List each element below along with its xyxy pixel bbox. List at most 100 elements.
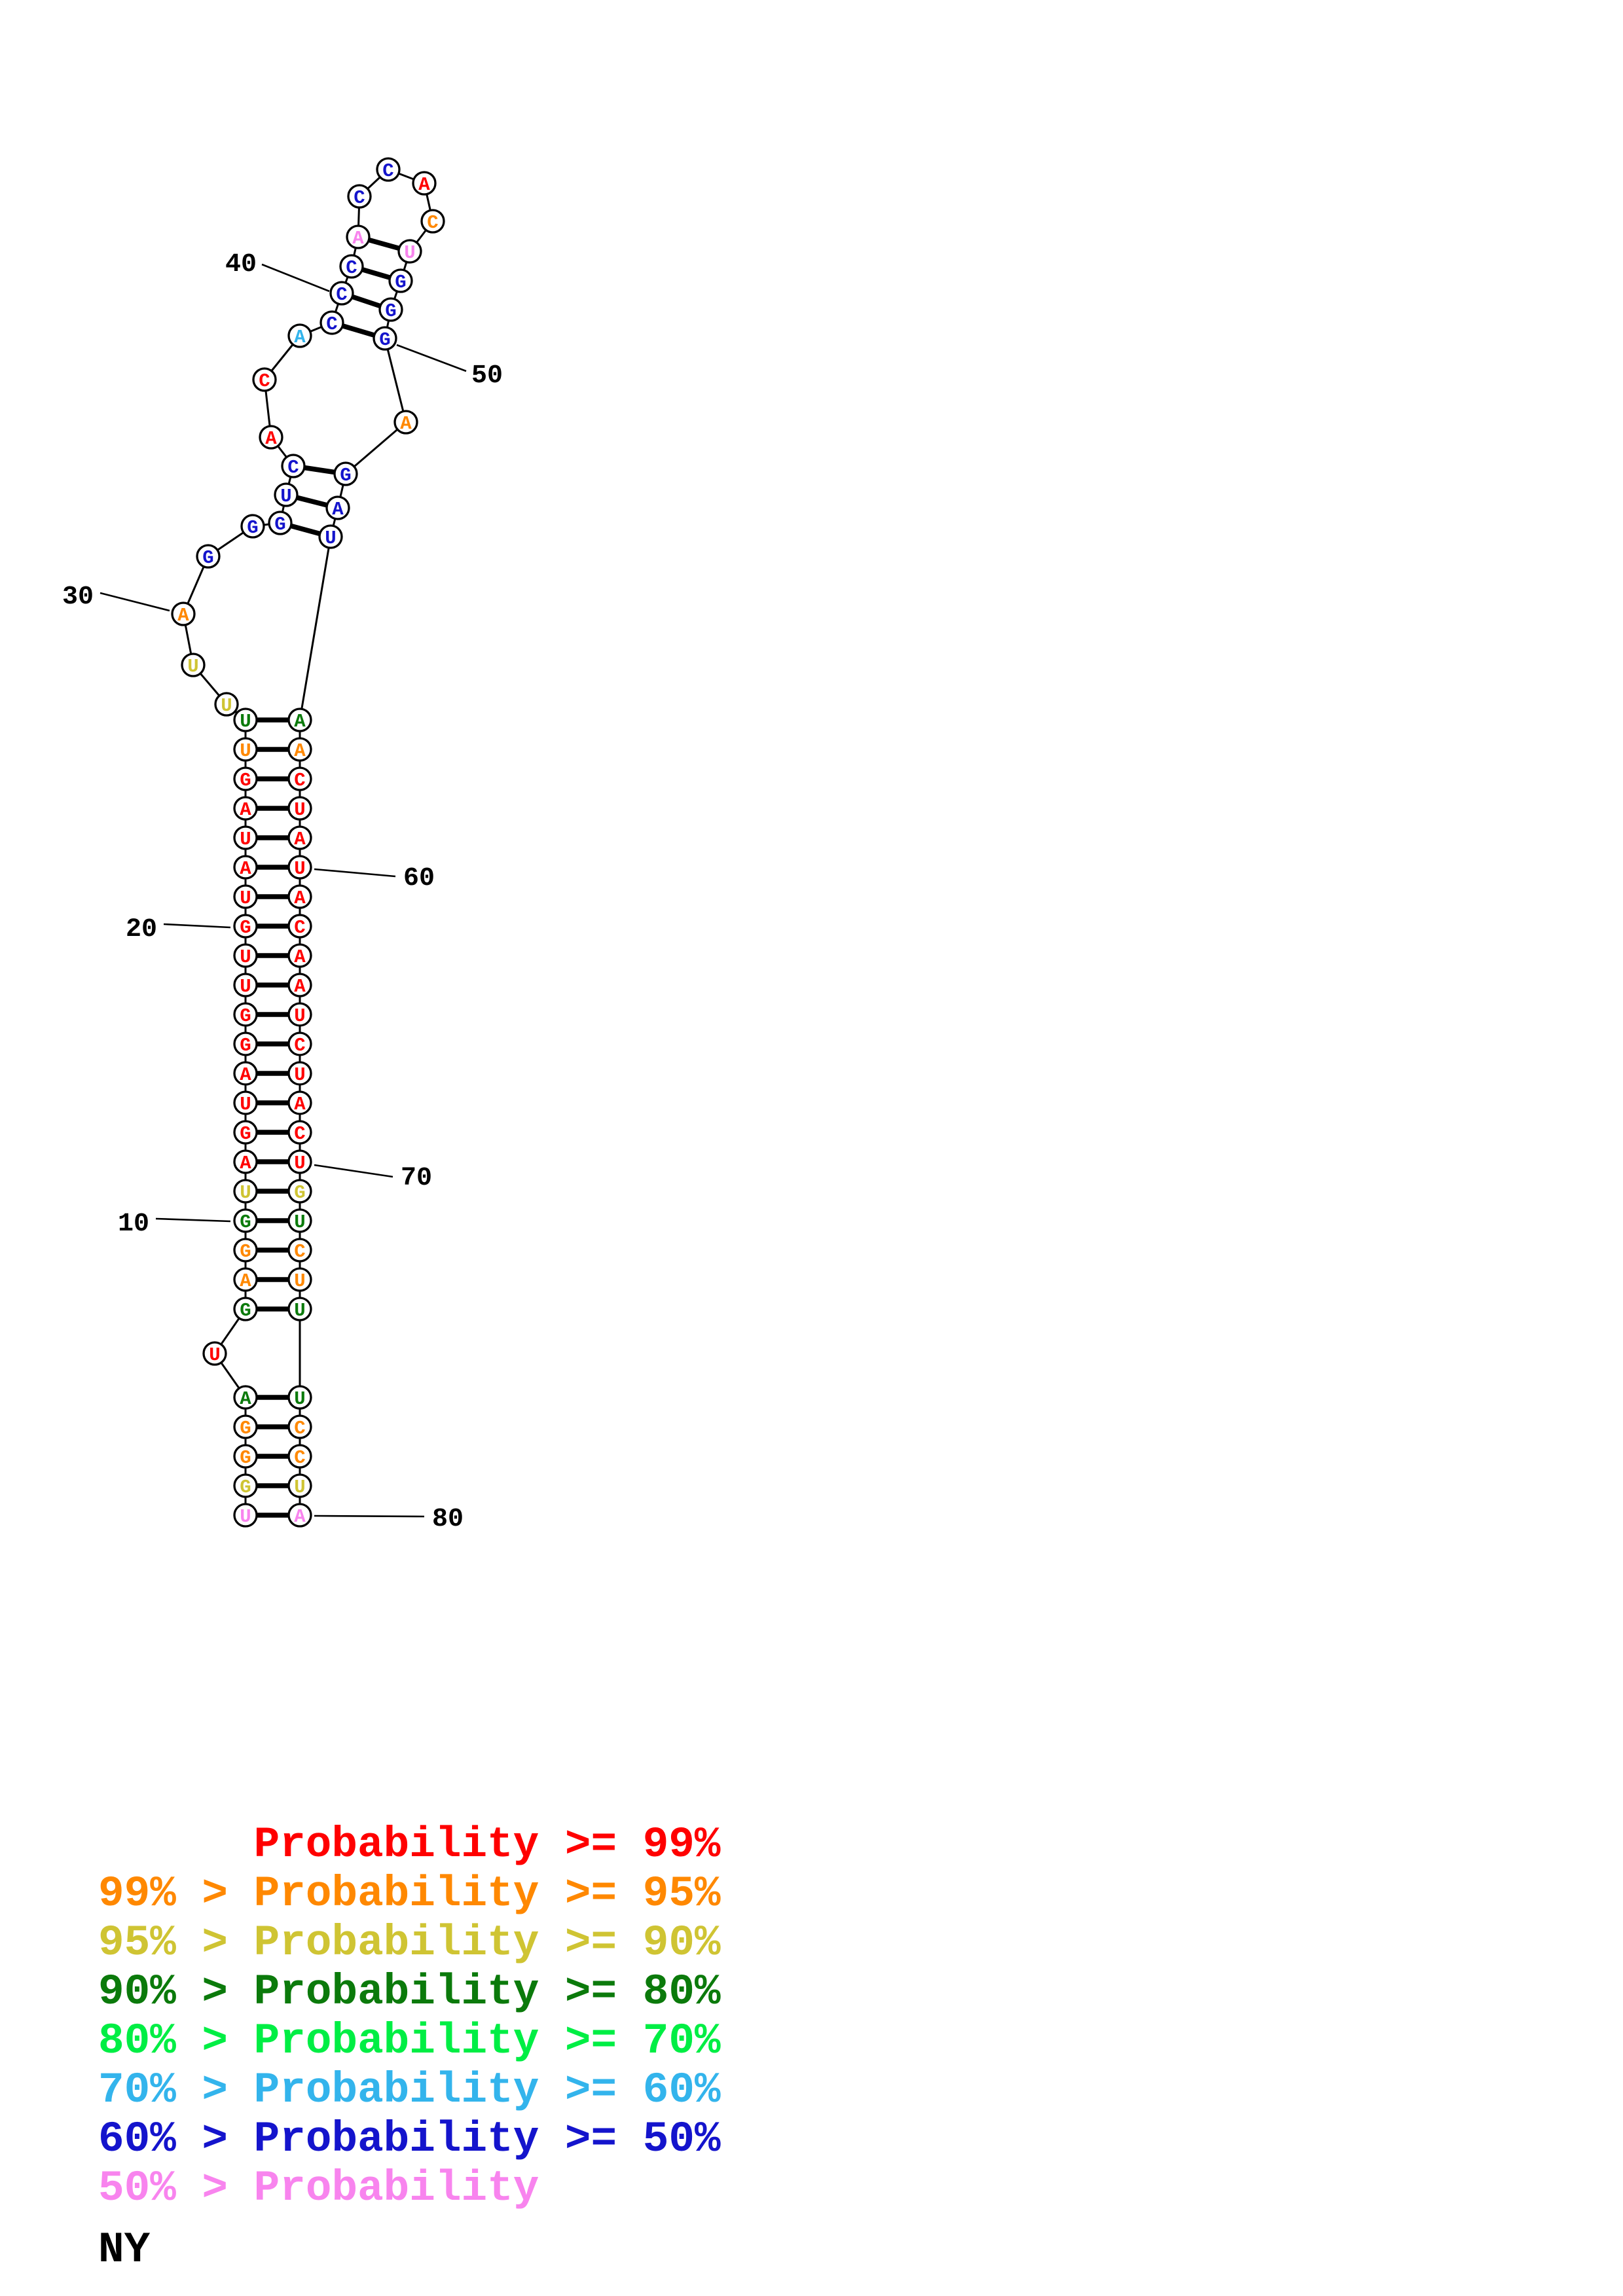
nucleotide-circle-11 [233, 1179, 258, 1204]
position-label-line-50 [396, 344, 467, 372]
nucleotide-circle-60 [287, 855, 312, 880]
nucleotide-circle-59 [287, 825, 312, 850]
nucleotide-circle-41 [339, 254, 364, 279]
nucleotide-base-80: A [294, 1506, 306, 1528]
nucleotide-circle-69 [287, 1120, 312, 1145]
nucleotide-base-77: C [294, 1418, 305, 1439]
nucleotide-base-16: G [240, 1035, 251, 1056]
nucleotide-base-35: C [287, 457, 299, 478]
position-label-line-30 [100, 592, 170, 612]
nucleotide-circle-68 [287, 1090, 312, 1115]
nucleotide-base-79: U [294, 1477, 305, 1498]
position-label-line-layer [100, 263, 467, 1518]
backbone-51-52 [345, 421, 407, 475]
legend-row-8: 50% > Probability [98, 2164, 539, 2213]
nucleotide-circle-64 [287, 973, 312, 997]
position-label-80: 80 [432, 1505, 464, 1534]
nucleotide-circle-75 [287, 1297, 312, 1321]
nucleotide-base-26: U [240, 740, 251, 762]
nucleotide-base-67: U [294, 1064, 305, 1086]
nucleotide-circle-17 [233, 1002, 258, 1027]
legend-row-3: 95% > Probability >= 90% [98, 1918, 721, 1967]
nucleotide-circle-57 [287, 766, 312, 791]
nucleotide-base-31: G [202, 547, 213, 569]
nucleotide-circle-46 [420, 209, 445, 234]
nucleotide-circle-77 [287, 1414, 312, 1439]
nucleotide-base-40: C [336, 284, 347, 306]
nucleotide-circle-76 [287, 1385, 312, 1410]
nucleotide-circle-54 [318, 524, 343, 549]
position-label-50: 50 [471, 361, 503, 391]
nucleotide-circle-26 [233, 737, 258, 762]
nucleotide-base-18: U [240, 976, 251, 997]
nucleotide-base-2: G [240, 1477, 251, 1498]
position-label-line-60 [314, 868, 396, 878]
nucleotide-base-27: U [240, 711, 251, 732]
nucleotide-circle-12 [233, 1149, 258, 1174]
nucleotide-circle-19 [233, 943, 258, 968]
nucleotide-circle-33 [268, 511, 293, 535]
nucleotide-base-1: U [240, 1506, 251, 1528]
nucleotide-base-38: A [294, 327, 306, 348]
nucleotide-circle-55 [287, 708, 312, 732]
nucleotide-circle-74 [287, 1267, 312, 1292]
legend-row-4: 90% > Probability >= 80% [98, 1967, 721, 2017]
nucleotide-circle-70 [287, 1149, 312, 1174]
nucleotide-circle-66 [287, 1031, 312, 1056]
nucleotide-circle-3 [233, 1444, 258, 1469]
nucleotide-base-28: U [221, 695, 232, 717]
backbone-54-55 [299, 536, 332, 721]
nucleotide-circle-30 [171, 601, 196, 626]
nucleotide-base-21: U [240, 888, 251, 909]
nucleotide-base-25: G [240, 770, 251, 791]
nucleotide-base-69: C [294, 1123, 305, 1145]
nucleotide-base-63: A [294, 946, 306, 968]
position-label-10: 10 [118, 1210, 149, 1239]
nucleotide-circle-29 [181, 653, 206, 677]
nucleotide-circle-14 [233, 1090, 258, 1115]
position-label-60: 60 [403, 864, 435, 893]
nucleotide-base-78: C [294, 1447, 305, 1469]
position-label-70: 70 [401, 1164, 432, 1193]
legend-row-7: 60% > Probability >= 50% [98, 2115, 721, 2164]
position-label-40: 40 [225, 250, 257, 279]
nucleotide-base-11: U [240, 1182, 251, 1204]
nucleotide-circle-40 [329, 281, 354, 306]
nucleotide-base-32: G [247, 517, 258, 539]
nucleotide-circle-67 [287, 1061, 312, 1086]
nucleotide-circle-56 [287, 737, 312, 762]
legend-row-5: 80% > Probability >= 70% [98, 2017, 721, 2066]
nucleotide-base-6: U [209, 1344, 220, 1366]
nucleotide-circle-38 [287, 323, 312, 348]
nucleotide-circle-34 [274, 482, 299, 507]
nucleotide-circle-18 [233, 973, 258, 997]
nucleotide-circle-1 [233, 1503, 258, 1528]
nucleotide-base-41: C [346, 257, 357, 279]
nucleotide-base-42: A [352, 228, 364, 249]
nucleotide-base-50: G [379, 329, 390, 351]
nucleotide-circle-5 [233, 1385, 258, 1410]
nucleotide-base-23: U [240, 829, 251, 850]
nucleotide-circle-23 [233, 825, 258, 850]
nucleotide-base-17: G [240, 1005, 251, 1027]
nucleotide-circle-51 [393, 410, 418, 435]
nucleotide-circle-35 [281, 454, 306, 478]
nucleotide-base-8: A [240, 1270, 251, 1292]
nucleotide-circle-45 [412, 171, 437, 196]
nucleotide-circle-78 [287, 1444, 312, 1469]
nucleotide-circle-49 [378, 297, 403, 322]
nucleotide-circle-73 [287, 1238, 312, 1263]
nucleotide-circle-71 [287, 1179, 312, 1204]
nucleotide-base-55: A [294, 711, 306, 732]
nucleotide-base-5: A [240, 1388, 251, 1410]
nucleotide-base-43: C [354, 187, 365, 209]
nucleotide-base-36: A [265, 428, 277, 450]
position-label-line-10 [155, 1217, 231, 1223]
nucleotide-base-9: G [240, 1241, 251, 1263]
nucleotide-circle-42 [346, 224, 371, 249]
position-label-line-70 [314, 1164, 393, 1178]
nucleotide-base-73: C [294, 1241, 305, 1263]
nucleotide-base-51: A [400, 413, 412, 435]
nucleotide-circle-6 [202, 1341, 227, 1366]
